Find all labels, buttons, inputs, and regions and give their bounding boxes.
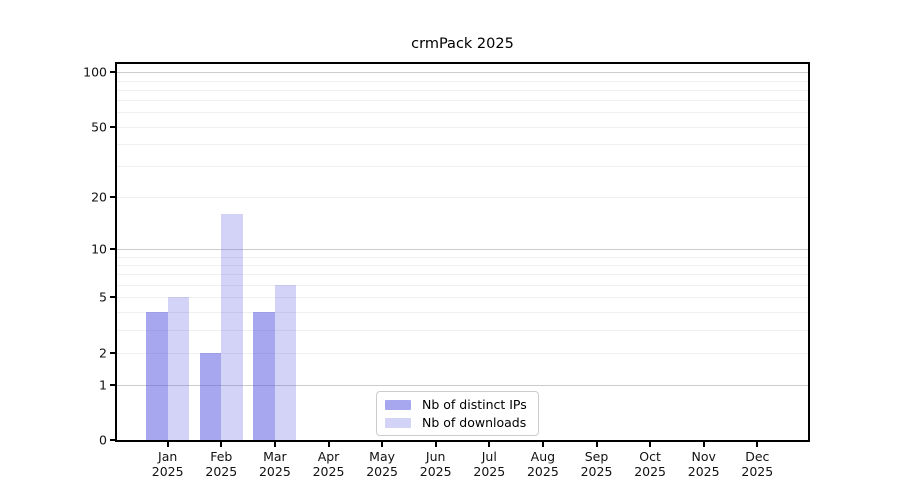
y-tick-mark: [110, 196, 115, 199]
gridline-minor: [117, 297, 808, 299]
x-tick-year: 2025: [366, 464, 398, 479]
x-tick-year: 2025: [526, 464, 559, 479]
x-tick-mark: [649, 442, 652, 447]
x-tick-mark: [166, 442, 169, 447]
x-tick-year: 2025: [312, 464, 345, 479]
x-tick-month: Mar: [263, 449, 287, 464]
gridline-minor: [117, 329, 808, 331]
y-tick-label: 10: [91, 241, 107, 257]
y-tick-label: 5: [99, 289, 107, 305]
x-tick-label: Dec 2025: [741, 449, 773, 479]
gridline-major: [117, 248, 808, 250]
gridline-minor: [117, 89, 808, 91]
gridline-minor: [117, 311, 808, 313]
y-tick-mark: [110, 71, 115, 74]
x-tick-month: Dec: [745, 449, 770, 464]
x-tick-mark: [702, 442, 705, 447]
x-tick-mark: [220, 442, 223, 447]
x-tick-month: Nov: [691, 449, 716, 464]
y-tick-mark: [110, 247, 115, 250]
gridline-minor: [117, 112, 808, 114]
x-tick-year: 2025: [580, 464, 613, 479]
x-tick-label: May 2025: [366, 449, 398, 479]
bar-distinct-ips: [146, 311, 168, 440]
x-tick-year: 2025: [741, 464, 774, 479]
x-tick-label: Oct 2025: [634, 449, 666, 479]
x-tick-year: 2025: [687, 464, 720, 479]
x-tick-label: Jul 2025: [473, 449, 505, 479]
x-tick-month: Apr: [317, 449, 340, 464]
x-tick-mark: [273, 442, 276, 447]
x-tick-mark: [595, 442, 598, 447]
y-tick-label: 2: [99, 345, 107, 360]
bar-downloads: [221, 214, 243, 440]
bar-downloads: [274, 284, 297, 440]
x-tick-label: Jan 2025: [152, 449, 184, 479]
x-tick-label: Nov 2025: [688, 449, 720, 479]
gridline-minor: [117, 126, 808, 128]
x-tick-year: 2025: [151, 464, 184, 479]
y-tick-mark: [110, 383, 115, 386]
legend-label-distinct-ips: Nb of distinct IPs: [422, 397, 527, 412]
gridline-minor: [117, 100, 808, 102]
x-tick-mark: [434, 442, 437, 447]
x-tick-year: 2025: [634, 464, 666, 479]
x-tick-mark: [541, 442, 544, 447]
x-tick-month: Jul: [481, 449, 497, 464]
gridline-minor: [117, 284, 808, 286]
x-tick-year: 2025: [258, 464, 291, 479]
x-tick-mark: [756, 442, 759, 447]
x-tick-month: Jun: [425, 449, 446, 464]
x-tick-mark: [381, 442, 384, 447]
y-tick-label: 0: [99, 432, 107, 448]
x-tick-mark: [488, 442, 491, 447]
x-tick-label: Jun 2025: [420, 449, 452, 479]
legend-label-downloads: Nb of downloads: [422, 415, 527, 430]
legend: Nb of distinct IPs Nb of downloads: [376, 391, 539, 436]
bar-distinct-ips: [253, 311, 275, 440]
x-tick-label: Apr 2025: [313, 449, 345, 479]
chart-title: crmPack 2025: [411, 36, 514, 52]
y-tick-label: 1: [99, 377, 107, 393]
gridline-minor: [117, 352, 808, 354]
gridline-major: [117, 72, 808, 74]
bar-downloads: [167, 297, 190, 440]
x-tick-year: 2025: [419, 464, 452, 479]
gridline-minor: [117, 197, 808, 199]
gridline-minor: [117, 274, 808, 276]
x-tick-year: 2025: [473, 464, 506, 479]
y-tick-label: 20: [91, 189, 107, 205]
y-tick-mark: [110, 439, 115, 441]
gridline-minor: [117, 144, 808, 146]
x-tick-month: Sep: [584, 449, 609, 464]
legend-item-distinct-ips: Nb of distinct IPs: [385, 397, 530, 412]
y-tick-mark: [110, 125, 115, 128]
gridline-major: [117, 384, 808, 386]
x-tick-mark: [327, 442, 330, 447]
y-tick-label: 100: [83, 64, 107, 80]
x-tick-month: Aug: [530, 449, 556, 464]
x-tick-month: Oct: [639, 449, 661, 464]
x-tick-label: Sep 2025: [581, 449, 613, 479]
legend-item-downloads: Nb of downloads: [385, 415, 530, 430]
x-tick-month: Jan: [158, 449, 178, 464]
x-tick-label: Mar 2025: [259, 449, 291, 479]
legend-swatch-downloads: [385, 417, 411, 428]
x-tick-year: 2025: [205, 464, 238, 479]
x-tick-month: May: [369, 449, 396, 464]
bar-distinct-ips: [199, 352, 222, 440]
y-tick-mark: [110, 296, 115, 299]
gridline-minor: [117, 166, 808, 168]
gridline-minor: [117, 80, 808, 82]
gridline-minor: [117, 256, 808, 258]
legend-swatch-distinct-ips: [385, 399, 411, 410]
plot-area: Nb of distinct IPs Nb of downloads 0 1 2 5 1…: [83, 62, 810, 479]
gridline-minor: [117, 264, 808, 266]
x-tick-label: Aug 2025: [527, 449, 559, 479]
y-tick-mark: [110, 351, 115, 354]
x-tick-month: Feb: [210, 449, 233, 464]
x-tick-label: Feb 2025: [205, 449, 237, 479]
y-tick-label: 50: [91, 119, 107, 135]
